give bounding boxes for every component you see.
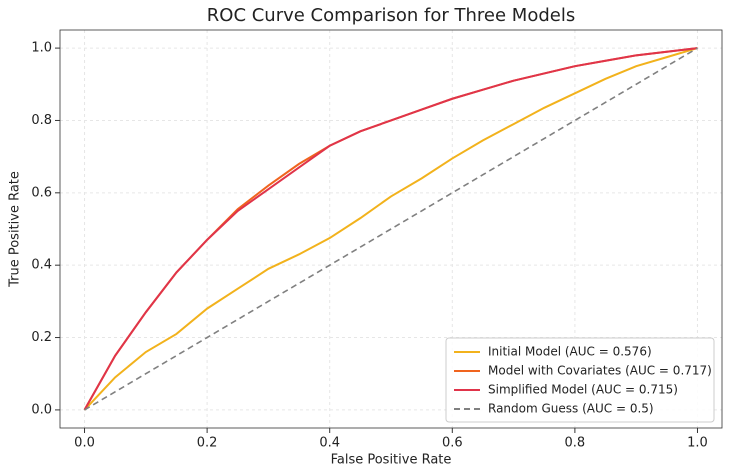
series-line	[83, 47, 698, 411]
legend-box	[445, 337, 715, 423]
x-tick-label: 0.4	[319, 436, 340, 451]
x-tick-label: 0.0	[74, 436, 95, 451]
y-tick-label: 1.0	[31, 41, 52, 56]
y-tick-label: 0.0	[31, 402, 52, 417]
legend-label: Initial Model (AUC = 0.576)	[488, 345, 652, 359]
x-axis-label: False Positive Rate	[331, 453, 452, 468]
legend: Initial Model (AUC = 0.576) Model with Co…	[445, 337, 715, 423]
series-line	[83, 47, 698, 411]
x-tick-label: 0.8	[565, 436, 586, 451]
series-line	[84, 47, 698, 411]
plot-frame	[59, 29, 723, 429]
x-tick-label: 1.0	[687, 436, 708, 451]
y-axis-label: True Positive Rate	[8, 171, 23, 288]
legend-label: Model with Covariates (AUC = 0.717)	[488, 364, 712, 378]
y-tick-label: 0.6	[31, 185, 52, 200]
chart-title: ROC Curve Comparison for Three Models	[207, 5, 575, 26]
legend-label: Random Guess (AUC = 0.5)	[488, 402, 654, 416]
x-tick-label: 0.6	[442, 436, 463, 451]
x-tick-label: 0.2	[197, 436, 218, 451]
y-tick-label: 0.2	[31, 330, 52, 345]
y-tick-label: 0.4	[31, 258, 52, 273]
legend-label: Simplified Model (AUC = 0.715)	[488, 383, 678, 397]
y-tick-label: 0.8	[31, 113, 52, 128]
